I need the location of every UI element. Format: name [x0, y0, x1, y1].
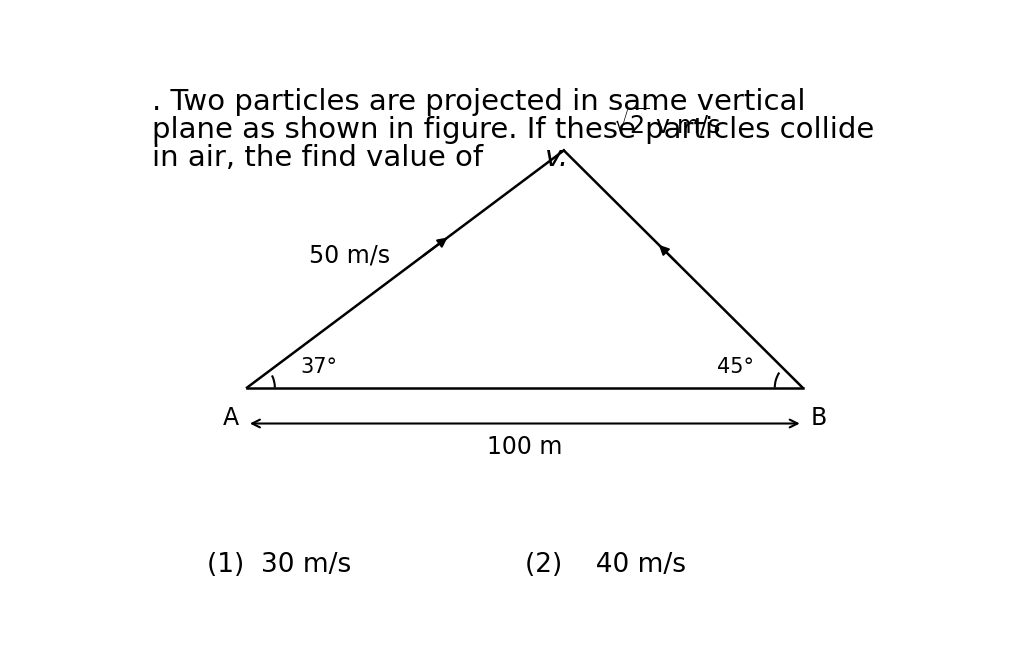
Text: (1)  30 m/s: (1) 30 m/s [207, 551, 351, 577]
Text: in air, the find value of: in air, the find value of [152, 144, 493, 172]
Text: 100 m: 100 m [487, 435, 562, 459]
Text: plane as shown in figure. If these particles collide: plane as shown in figure. If these parti… [152, 116, 874, 144]
Text: v.: v. [545, 144, 568, 172]
Text: 50 m/s: 50 m/s [309, 243, 390, 267]
Text: B: B [810, 406, 826, 430]
Text: (2)    40 m/s: (2) 40 m/s [524, 551, 686, 577]
Text: $\sqrt{2}$ v m/s: $\sqrt{2}$ v m/s [613, 106, 721, 139]
Text: 37°: 37° [300, 357, 337, 377]
Text: A: A [223, 406, 240, 430]
Text: . Two particles are projected in same vertical: . Two particles are projected in same ve… [152, 88, 805, 116]
Text: 45°: 45° [717, 357, 754, 377]
